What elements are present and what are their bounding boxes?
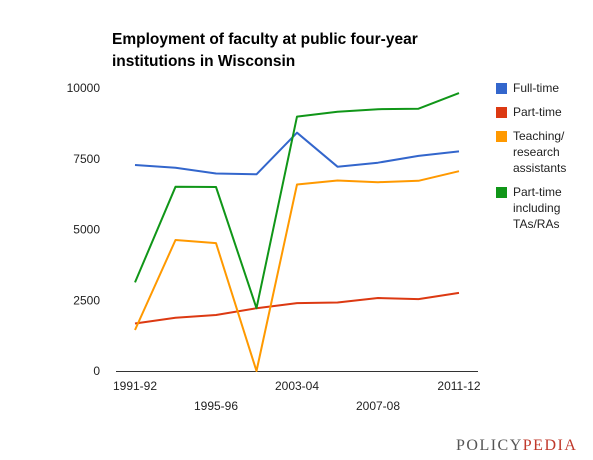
legend-swatch <box>496 131 507 142</box>
legend-label: including <box>513 201 560 215</box>
series-line-1 <box>134 291 460 325</box>
series-line-2 <box>134 170 460 372</box>
axes: 0 2500 5000 7500 10000 1991-92 2003-04 2011-12 1… <box>67 81 481 413</box>
x-tick-label: 1995-96 <box>194 399 238 413</box>
x-tick-label: 2007-08 <box>356 399 400 413</box>
y-tick-label: 10000 <box>67 81 101 95</box>
series-lines <box>134 92 460 372</box>
x-tick-label: 2003-04 <box>275 379 319 393</box>
y-tick-label: 5000 <box>73 223 100 237</box>
logo-text-pedia: PEDIA <box>522 437 578 454</box>
policypedia-logo: POLICYPEDIA <box>456 437 577 455</box>
x-tick-label: 1991-92 <box>113 379 157 393</box>
series-line-3 <box>134 92 460 310</box>
y-tick-label: 0 <box>93 364 100 378</box>
legend-label: research <box>513 145 560 159</box>
legend-label: assistants <box>513 161 566 175</box>
chart-title: Employment of faculty at public four-yea… <box>112 31 418 70</box>
legend-label: TAs/RAs <box>513 217 559 231</box>
legend-label: Part-time <box>513 185 562 199</box>
y-tick-label: 2500 <box>73 293 100 307</box>
legend-label: Teaching/ <box>513 129 565 143</box>
legend-swatch <box>496 187 507 198</box>
legend-swatch <box>496 83 507 94</box>
y-tick-label: 7500 <box>73 152 100 166</box>
logo-text-policy: POLICY <box>456 437 523 454</box>
legend-label: Part-time <box>513 105 562 119</box>
x-tick-label: 2011-12 <box>437 379 480 393</box>
legend-label: Full-time <box>513 81 559 95</box>
legend-swatch <box>496 107 507 118</box>
series-line-0 <box>134 131 460 176</box>
legend: Full-time Part-time Teaching/research assis… <box>496 81 566 231</box>
